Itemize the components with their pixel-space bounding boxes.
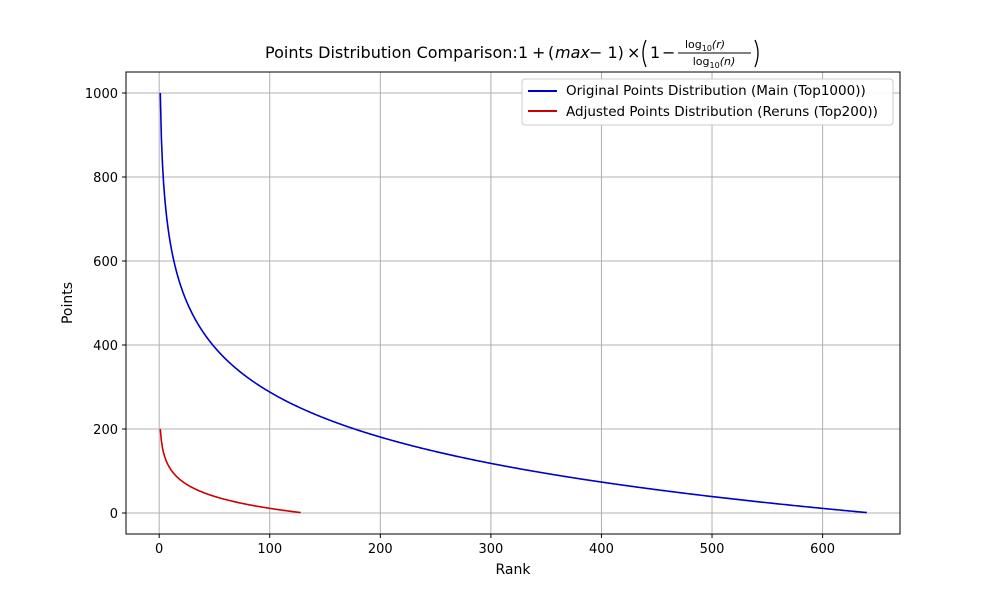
x-axis-ticks: 0 100 200 300 400 500 600 xyxy=(155,534,835,557)
x-tick-label: 600 xyxy=(810,542,835,557)
y-axis-label: Points xyxy=(60,282,76,324)
title-fraction-numerator: log10(r) xyxy=(685,38,725,53)
y-tick-label: 800 xyxy=(93,171,118,186)
legend: Original Points Distribution (Main (Top1… xyxy=(521,78,894,126)
title-formula-open-paren: ( xyxy=(548,43,554,62)
y-tick-label: 1000 xyxy=(85,87,118,102)
title-formula-max: max xyxy=(555,43,590,62)
legend-label-adjusted: Adjusted Points Distribution (Reruns (To… xyxy=(566,104,878,120)
title-formula-minus-one: − 1) xyxy=(589,43,624,62)
series-line-adjusted xyxy=(159,428,301,514)
x-tick-label: 200 xyxy=(368,542,393,557)
title-formula-inner-minus: − xyxy=(662,43,675,62)
title-formula-plus: + xyxy=(532,43,545,62)
plot-frame xyxy=(125,71,901,535)
legend-frame xyxy=(521,78,894,126)
title-fraction-denominator: log10(n) xyxy=(693,55,736,70)
title-formula-one: 1 xyxy=(518,43,528,62)
title-fraction: log10(r) log10(n) xyxy=(678,38,751,70)
chart-title-prefix: Points Distribution Comparison: xyxy=(265,43,523,62)
series-layer xyxy=(159,92,867,514)
title-formula-times: × xyxy=(627,43,640,62)
x-tick-label: 300 xyxy=(478,542,503,557)
x-tick-label: 500 xyxy=(700,542,725,557)
y-tick-label: 400 xyxy=(93,339,118,354)
x-axis-label: Rank xyxy=(496,562,532,578)
chart-title: Points Distribution Comparison: 1 + ( ma… xyxy=(265,38,759,70)
title-formula-inner-one: 1 xyxy=(650,43,660,62)
x-tick-label: 0 xyxy=(155,542,163,557)
title-big-paren-left xyxy=(642,39,647,68)
y-tick-label: 200 xyxy=(93,423,118,438)
x-tick-label: 100 xyxy=(257,542,282,557)
y-tick-label: 600 xyxy=(93,255,118,270)
x-tick-label: 400 xyxy=(589,542,614,557)
series-line-original xyxy=(159,92,867,514)
grid-lines xyxy=(126,72,900,534)
y-axis-ticks: 0 200 400 600 800 1000 xyxy=(85,87,126,522)
legend-label-original: Original Points Distribution (Main (Top1… xyxy=(566,83,866,99)
y-tick-label: 0 xyxy=(110,507,118,522)
title-big-paren-right xyxy=(754,39,759,68)
